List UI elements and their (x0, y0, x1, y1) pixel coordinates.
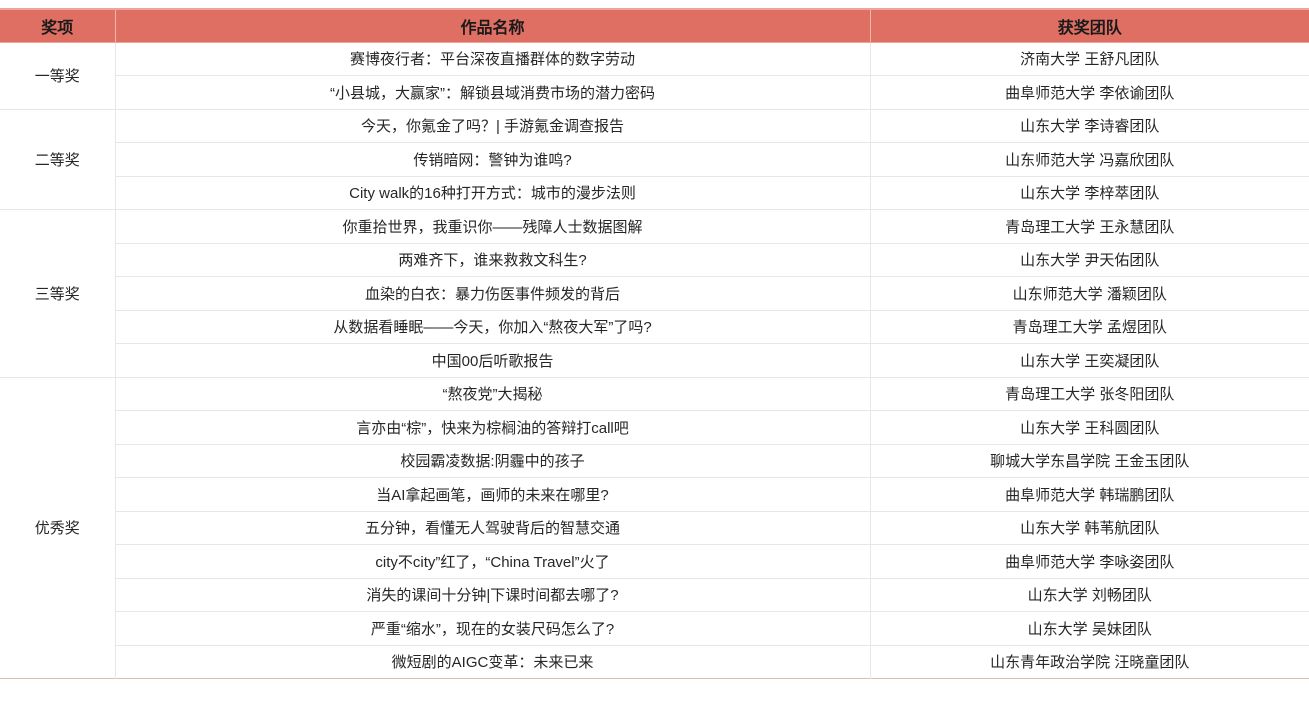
team-cell: 山东师范大学 潘颖团队 (870, 276, 1309, 310)
work-title-cell: 五分钟，看懂无人驾驶背后的智慧交通 (115, 510, 871, 545)
column-header-award: 奖项 (0, 8, 116, 43)
header-row: 奖项 作品名称 获奖团队 (0, 8, 1309, 43)
table-row: 当AI拿起画笔，画师的未来在哪里? 曲阜师范大学 韩瑞鹏团队 (0, 477, 1309, 511)
work-title-cell: 严重“缩水”，现在的女装尺码怎么了? (115, 611, 871, 645)
table-body: 一等奖 赛博夜行者：平台深夜直播群体的数字劳动 济南大学 王舒凡团队 “小县城，大赢家… (0, 42, 1309, 679)
work-title-cell: 校园霸凌数据:阴霾中的孩子 (115, 443, 871, 478)
work-title-cell: City walk的16种打开方式：城市的漫步法则 (115, 175, 871, 210)
award-level-cell: 优秀奖 (0, 376, 116, 679)
table-row: 微短剧的AIGC变革：未来已来 山东青年政治学院 汪晓童团队 (0, 644, 1309, 679)
table-row: 血染的白衣：暴力伤医事件频发的背后 山东师范大学 潘颖团队 (0, 276, 1309, 310)
table-row: 优秀奖 “熬夜党”大揭秘 青岛理工大学 张冬阳团队 (0, 376, 1309, 679)
award-table: 奖项 作品名称 获奖团队 一等奖 赛博夜行者：平台深夜直播群体的数字劳动 济南大学 … (0, 8, 1309, 679)
table-row: 二等奖 今天，你氪金了吗？| 手游氪金调查报告 山东大学 李诗睿团队 (0, 108, 1309, 210)
table-row: 一等奖 赛博夜行者：平台深夜直播群体的数字劳动 济南大学 王舒凡团队 (0, 42, 1309, 109)
table-row: 三等奖 你重拾世界，我重识你——残障人士数据图解 青岛理工大学 王永慧团队 (0, 209, 1309, 377)
award-level-cell: 二等奖 (0, 108, 116, 210)
team-cell: 山东大学 王奕凝团队 (870, 343, 1309, 377)
team-cell: 青岛理工大学 王永慧团队 (870, 209, 1309, 243)
work-title-cell: 两难齐下，谁来救救文科生? (115, 242, 871, 277)
table-row: 严重“缩水”，现在的女装尺码怎么了? 山东大学 吴妹团队 (0, 611, 1309, 645)
team-cell: 山东大学 韩苇航团队 (870, 510, 1309, 545)
team-cell: 山东大学 王科圆团队 (870, 410, 1309, 444)
table-row: 中国00后听歌报告 山东大学 王奕凝团队 (0, 343, 1309, 377)
team-cell: 曲阜师范大学 韩瑞鹏团队 (870, 477, 1309, 511)
work-title-cell: 言亦由“棕”，快来为棕榈油的答辩打call吧 (115, 410, 871, 444)
work-title-cell: 赛博夜行者：平台深夜直播群体的数字劳动 (115, 42, 871, 76)
team-cell: 山东大学 刘畅团队 (870, 577, 1309, 612)
work-title-cell: 微短剧的AIGC变革：未来已来 (115, 644, 871, 679)
table-row: 两难齐下，谁来救救文科生? 山东大学 尹天佑团队 (0, 242, 1309, 277)
team-cell: 山东青年政治学院 汪晓童团队 (870, 644, 1309, 679)
team-cell: 山东大学 尹天佑团队 (870, 242, 1309, 277)
table-row: city不city”红了，“China Travel”火了 曲阜师范大学 李咏姿团… (0, 544, 1309, 578)
work-title-cell: 消失的课间十分钟|下课时间都去哪了? (115, 577, 871, 612)
team-cell: 山东大学 李诗睿团队 (870, 108, 1309, 143)
table-row: 言亦由“棕”，快来为棕榈油的答辩打call吧 山东大学 王科圆团队 (0, 410, 1309, 444)
team-cell: 济南大学 王舒凡团队 (1020, 51, 1160, 69)
work-title-cell: 中国00后听歌报告 (115, 343, 871, 377)
work-title-cell: city不city”红了，“China Travel”火了 (115, 544, 871, 578)
page: 奖项 作品名称 获奖团队 一等奖 赛博夜行者：平台深夜直播群体的数字劳动 济南大学 … (0, 8, 1309, 679)
team-cell: 山东师范大学 冯嘉欣团队 (870, 142, 1309, 176)
work-title-cell: 你重拾世界，我重识你——残障人士数据图解 (115, 209, 871, 243)
column-header-work: 作品名称 (115, 8, 871, 43)
table-row: “小县城，大赢家”：解锁县域消费市场的潜力密码 曲阜师范大学 李依谕团队 (0, 75, 1309, 109)
award-level-cell: 一等奖 (0, 42, 116, 109)
team-cell: 山东大学 李梓萃团队 (870, 175, 1309, 210)
team-cell: 青岛理工大学 张冬阳团队 (870, 376, 1309, 411)
team-cell: 山东大学 吴妹团队 (870, 611, 1309, 645)
work-title-cell: 今天，你氪金了吗？| 手游氪金调查报告 (115, 108, 871, 143)
table-row: City walk的16种打开方式：城市的漫步法则 山东大学 李梓萃团队 (0, 175, 1309, 210)
work-title-cell: 当AI拿起画笔，画师的未来在哪里? (115, 477, 871, 511)
work-title-cell: 传销暗网：警钟为谁鸣? (115, 142, 871, 176)
table-header: 奖项 作品名称 获奖团队 (0, 8, 1309, 43)
table-row: 五分钟，看懂无人驾驶背后的智慧交通 山东大学 韩苇航团队 (0, 510, 1309, 545)
work-title-cell: “熬夜党”大揭秘 (115, 376, 871, 411)
table-row: 校园霸凌数据:阴霾中的孩子 聊城大学东昌学院 王金玉团队 (0, 443, 1309, 478)
team-cell: 聊城大学东昌学院 王金玉团队 (870, 443, 1309, 478)
table-row: 从数据看睡眠——今天，你加入“熬夜大军”了吗? 青岛理工大学 孟煜团队 (0, 309, 1309, 344)
work-title-cell: “小县城，大赢家”：解锁县域消费市场的潜力密码 (115, 75, 871, 109)
column-header-team: 获奖团队 (870, 8, 1309, 43)
work-title-cell: 血染的白衣：暴力伤医事件频发的背后 (115, 276, 871, 310)
table-row: 传销暗网：警钟为谁鸣? 山东师范大学 冯嘉欣团队 (0, 142, 1309, 176)
team-cell: 曲阜师范大学 李依谕团队 (870, 75, 1309, 109)
team-cell: 青岛理工大学 孟煜团队 (870, 309, 1309, 344)
award-level-cell: 三等奖 (0, 209, 116, 377)
team-cell: 曲阜师范大学 李咏姿团队 (870, 544, 1309, 578)
table-row: 消失的课间十分钟|下课时间都去哪了? 山东大学 刘畅团队 (0, 577, 1309, 612)
work-title-cell: 从数据看睡眠——今天，你加入“熬夜大军”了吗? (115, 309, 871, 344)
